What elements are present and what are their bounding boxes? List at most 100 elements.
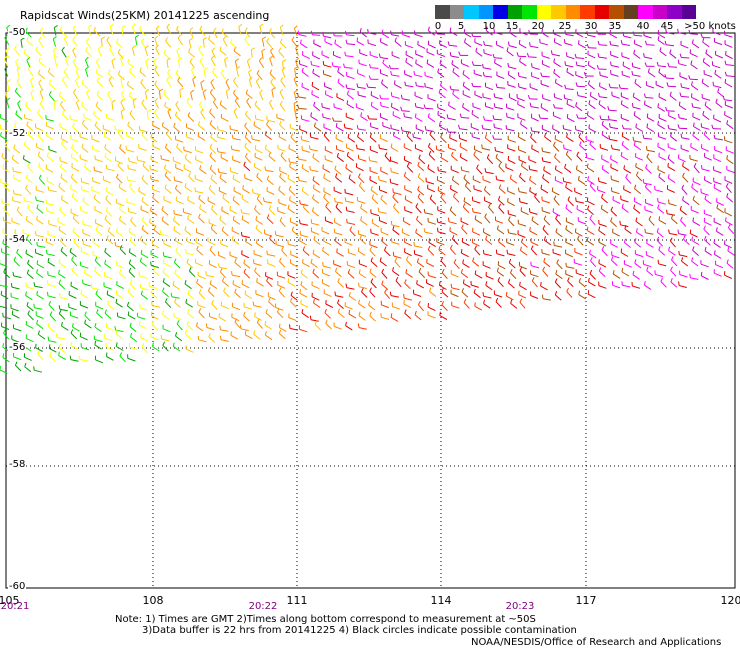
wind-barb bbox=[441, 287, 449, 298]
wind-barb bbox=[299, 60, 308, 68]
wind-barb bbox=[288, 158, 298, 164]
wind-barb bbox=[16, 66, 21, 77]
wind-barb bbox=[174, 111, 182, 122]
wind-barb bbox=[333, 186, 342, 195]
wind-barb bbox=[95, 58, 101, 70]
wind-barb bbox=[337, 67, 345, 77]
wind-barb bbox=[232, 155, 241, 164]
wind-barb bbox=[334, 165, 342, 175]
wind-barb bbox=[115, 290, 124, 299]
wind-barb bbox=[691, 183, 699, 193]
wind-barb bbox=[35, 343, 43, 352]
wind-barb bbox=[425, 177, 435, 185]
wind-barb bbox=[416, 258, 425, 268]
wind-barb bbox=[460, 217, 469, 226]
wind-barb bbox=[209, 312, 218, 320]
wind-barb bbox=[119, 352, 126, 363]
wind-barb bbox=[371, 218, 380, 228]
wind-barb bbox=[195, 146, 204, 154]
wind-barb bbox=[713, 177, 722, 185]
wind-barb bbox=[344, 30, 355, 37]
wind-barb bbox=[238, 23, 243, 35]
wind-barb bbox=[229, 251, 238, 259]
wind-barb bbox=[344, 302, 353, 310]
wind-barb bbox=[335, 203, 342, 214]
wind-barb bbox=[308, 145, 318, 152]
wind-barb bbox=[485, 82, 494, 91]
wind-barb bbox=[404, 238, 412, 247]
wind-barb bbox=[278, 132, 287, 142]
wind-barb bbox=[541, 206, 551, 214]
wind-barb bbox=[279, 173, 286, 183]
wind-barb bbox=[267, 259, 276, 267]
wind-barb bbox=[162, 258, 171, 268]
wind-barb bbox=[507, 70, 516, 80]
wind-barb bbox=[631, 281, 641, 289]
wind-barb bbox=[460, 249, 469, 258]
wind-barb bbox=[244, 27, 251, 38]
wind-barb bbox=[13, 144, 21, 154]
wind-barb bbox=[657, 120, 665, 130]
wind-barb bbox=[333, 322, 342, 330]
wind-barb bbox=[116, 312, 126, 320]
wind-barb bbox=[713, 217, 722, 226]
wind-barb bbox=[598, 238, 607, 247]
wind-barb bbox=[298, 325, 308, 333]
wind-barb bbox=[199, 25, 206, 36]
wind-barb bbox=[210, 174, 218, 185]
wind-barb bbox=[565, 270, 574, 278]
wind-barb bbox=[583, 72, 594, 77]
wind-barb bbox=[518, 83, 527, 90]
wind-barb bbox=[173, 312, 182, 321]
wind-barb bbox=[105, 323, 114, 331]
wind-barb bbox=[415, 203, 422, 214]
wind-barb bbox=[244, 290, 252, 299]
wind-barb bbox=[219, 46, 227, 56]
wind-barb bbox=[139, 235, 147, 246]
wind-barb bbox=[104, 247, 112, 258]
wind-barb bbox=[566, 67, 575, 77]
wind-barb bbox=[427, 271, 437, 279]
wind-barb bbox=[302, 51, 311, 60]
wind-barb bbox=[700, 188, 709, 196]
wind-barb bbox=[151, 301, 161, 308]
wind-barb bbox=[213, 27, 218, 39]
wind-barb bbox=[37, 350, 44, 361]
wind-barb bbox=[126, 176, 136, 183]
wind-barb bbox=[404, 81, 414, 88]
wind-barb bbox=[150, 311, 159, 320]
wind-barb bbox=[704, 101, 712, 111]
wind-barb bbox=[666, 82, 677, 88]
wind-barb bbox=[269, 69, 276, 80]
wind-barb bbox=[47, 291, 56, 299]
wind-barb bbox=[610, 175, 620, 183]
wind-barb bbox=[458, 134, 468, 142]
wind-barb bbox=[269, 234, 276, 245]
wind-barb bbox=[678, 250, 688, 258]
wind-barb bbox=[264, 144, 273, 154]
wind-barb bbox=[1, 153, 9, 163]
wind-barb bbox=[344, 238, 353, 246]
wind-barb bbox=[392, 188, 402, 195]
wind-barb bbox=[633, 197, 642, 206]
wind-barb bbox=[646, 123, 654, 133]
wind-barb bbox=[33, 303, 43, 310]
wind-barb bbox=[725, 217, 733, 226]
wind-barb bbox=[564, 163, 572, 174]
lon-label-120: 120 bbox=[720, 594, 740, 607]
wind-barb bbox=[668, 111, 677, 120]
wind-barb bbox=[128, 248, 137, 257]
wind-barb bbox=[378, 216, 387, 225]
wind-barb bbox=[59, 293, 68, 300]
wind-barb bbox=[621, 132, 630, 141]
wind-barb bbox=[197, 121, 206, 131]
wind-barb bbox=[345, 39, 356, 46]
wind-barb bbox=[632, 270, 640, 280]
wind-barb bbox=[94, 121, 102, 132]
wind-barb bbox=[312, 68, 320, 78]
wind-barb bbox=[262, 197, 272, 204]
wind-barb bbox=[715, 98, 723, 108]
wind-barb bbox=[711, 61, 721, 69]
wind-barb bbox=[540, 282, 548, 291]
wind-barb bbox=[120, 76, 125, 88]
